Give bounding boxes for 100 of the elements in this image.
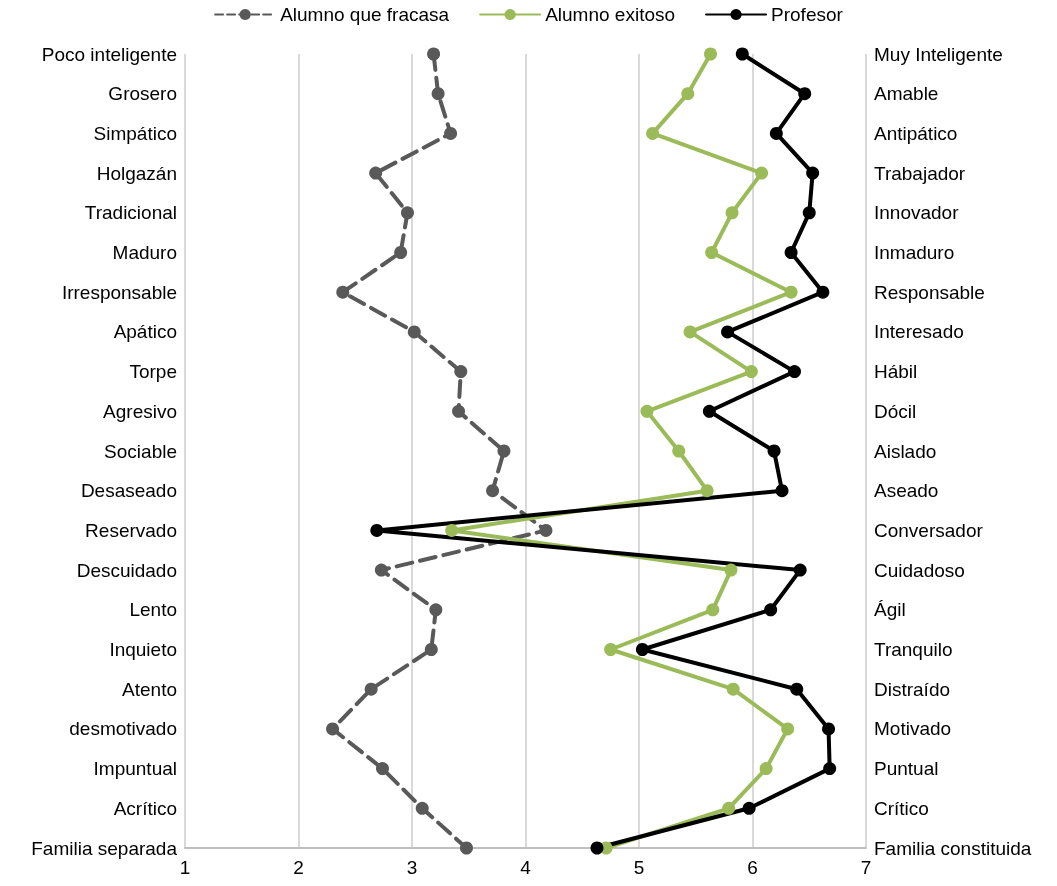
x-tick-label: 4 (520, 857, 532, 878)
point (370, 523, 384, 537)
x-tick-label: 5 (633, 857, 645, 878)
y-tick-label: Lento (129, 599, 177, 621)
point (452, 404, 466, 418)
y-tick-label: Grosero (108, 83, 177, 105)
y2-tick-label: Motivado (874, 718, 952, 740)
point (497, 444, 511, 458)
point (374, 563, 388, 577)
point (640, 404, 654, 418)
y-tick-label: Holgazán (96, 162, 177, 184)
point (798, 87, 812, 101)
point (635, 643, 649, 656)
point (784, 285, 798, 299)
y2-tick-label: Aislado (874, 440, 937, 462)
point (700, 484, 714, 498)
point (755, 166, 769, 180)
point (400, 206, 414, 220)
point (767, 444, 781, 458)
point (444, 126, 458, 140)
y-tick-label: Desaseado (80, 480, 177, 502)
point (790, 682, 804, 696)
point (784, 246, 798, 259)
point (683, 325, 697, 339)
point (364, 682, 378, 696)
y-tick-label: Descuidado (76, 559, 177, 581)
y-tick-label: Sociable (104, 440, 177, 462)
y2-tick-label: Crítico (874, 797, 929, 819)
x-tick-label: 6 (747, 857, 758, 878)
point (415, 801, 429, 815)
point (445, 523, 459, 537)
point (646, 126, 660, 140)
point (424, 643, 438, 656)
point (539, 523, 553, 537)
y2-tick-label: Dócil (874, 400, 917, 422)
point (429, 603, 443, 617)
y2-tick-label: Inmaduro (874, 242, 955, 263)
y2-tick-label: Trabajador (874, 162, 966, 184)
point (724, 563, 738, 577)
point (793, 563, 807, 577)
point (672, 444, 686, 458)
y-tick-label: Apático (113, 321, 177, 343)
point (744, 365, 758, 379)
y2-tick-label: Ágil (874, 599, 906, 621)
point (407, 325, 421, 339)
point (775, 484, 789, 498)
point (376, 762, 389, 776)
y-tick-label: Familia separada (31, 837, 178, 859)
point (822, 722, 836, 736)
point (369, 166, 383, 180)
y2-tick-label: Conversador (874, 519, 984, 541)
point (802, 206, 816, 220)
point (722, 801, 736, 815)
y2-tick-label: Muy Inteligente (874, 43, 1003, 65)
point (725, 206, 739, 220)
y2-tick-label: Tranquilo (874, 639, 953, 660)
y2-tick-label: Responsable (874, 281, 985, 303)
point (590, 841, 604, 855)
point (759, 762, 773, 776)
point (788, 365, 801, 379)
y2-tick-label: Antipático (874, 122, 958, 144)
y-tick-label: Tradicional (84, 202, 177, 224)
y-tick-label: Irresponsable (61, 281, 177, 303)
y-tick-label: Agresivo (103, 400, 177, 422)
y2-tick-label: Innovador (874, 202, 960, 224)
point (735, 47, 749, 61)
point (726, 682, 740, 696)
y2-tick-label: Amable (874, 83, 939, 105)
y-tick-label: Atento (122, 678, 177, 700)
x-tick-label: 7 (860, 857, 872, 878)
point (394, 246, 408, 259)
x-tick-label: 2 (293, 857, 304, 878)
y2-tick-label: Distraído (874, 678, 951, 700)
y2-tick-label: Puntual (874, 758, 939, 780)
point (823, 762, 837, 776)
y-tick-label: Poco inteligente (41, 43, 177, 65)
y-tick-label: Acrítico (113, 797, 177, 819)
y-tick-label: Simpático (93, 122, 177, 144)
legend-label: Alumno exitoso (545, 4, 676, 25)
legend-label: Profesor (771, 4, 844, 25)
point (681, 87, 695, 101)
point (706, 603, 720, 617)
y2-tick-label: Hábil (874, 361, 918, 383)
point (486, 484, 500, 498)
y-tick-label: Inquieto (109, 639, 177, 660)
point (702, 404, 716, 418)
legend-label: Alumno que fracasa (280, 4, 450, 25)
y-tick-label: Maduro (112, 242, 177, 263)
point (769, 126, 783, 140)
y-tick-label: Impuntual (93, 758, 177, 780)
point (704, 47, 718, 61)
point (427, 47, 441, 61)
point (326, 722, 340, 736)
point (721, 325, 735, 339)
y2-tick-label: Interesado (874, 321, 964, 343)
point (781, 722, 795, 736)
y2-tick-label: Aseado (874, 480, 939, 502)
point (742, 801, 756, 815)
point (454, 365, 468, 379)
point (431, 87, 445, 101)
